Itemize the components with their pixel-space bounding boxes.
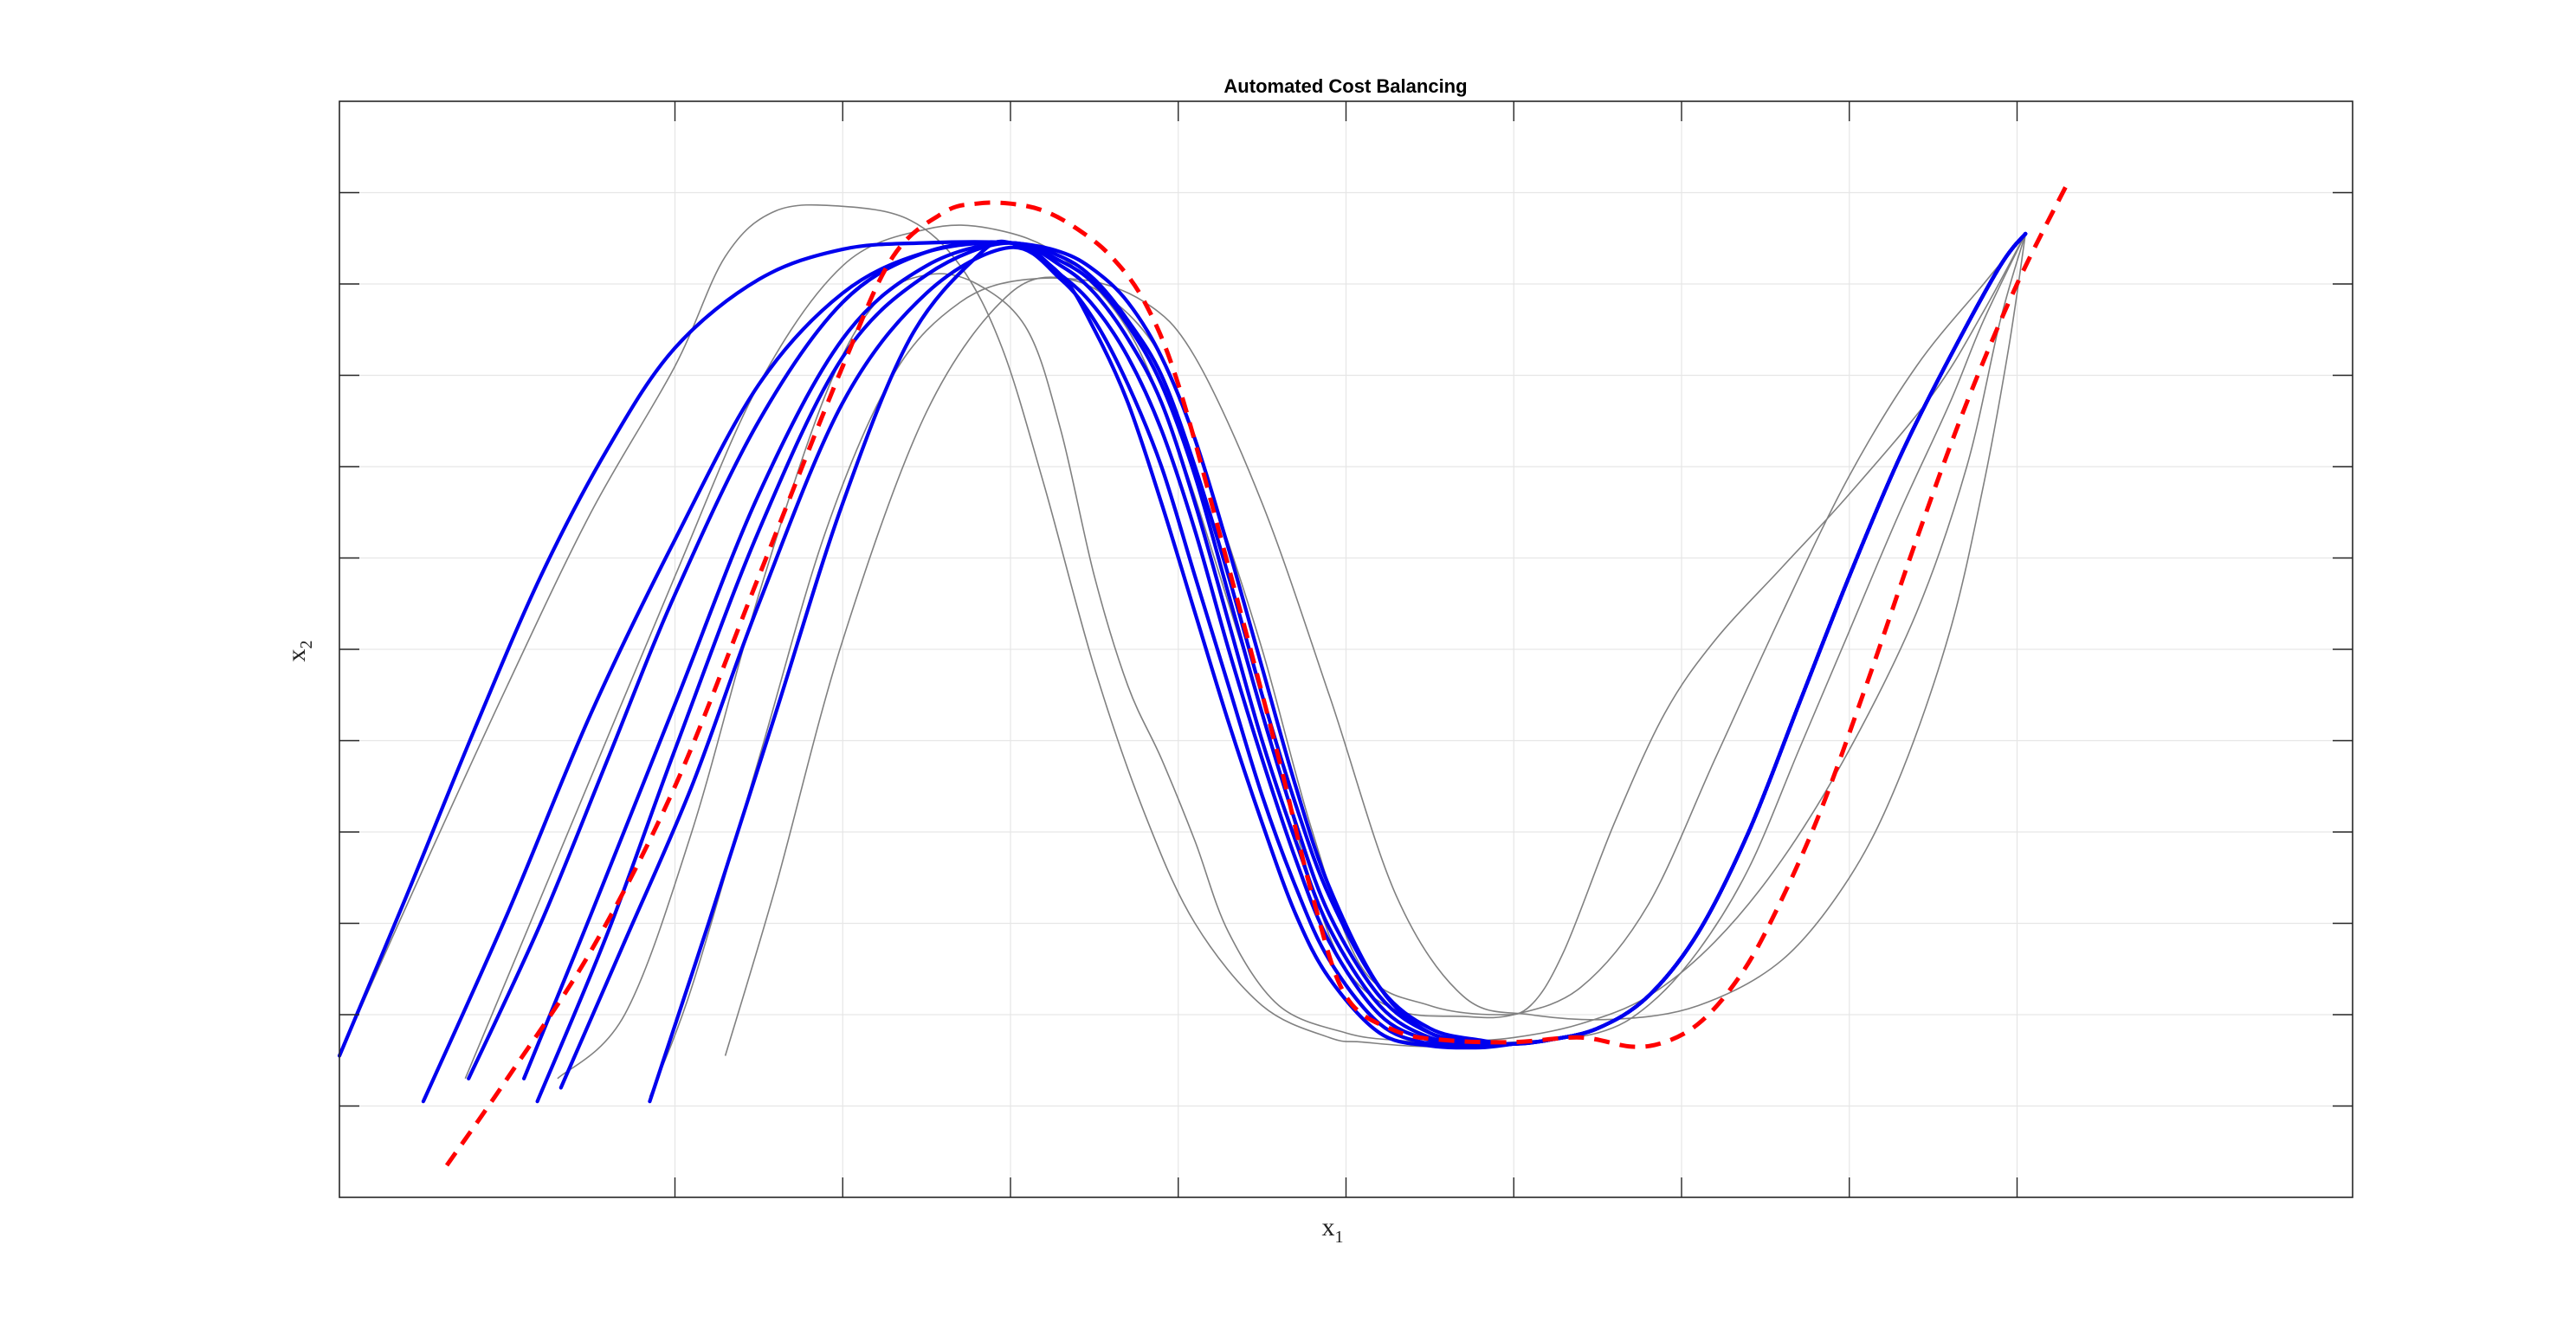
y-axis-label-subscript: 2 [297,641,316,649]
y-axis-label-base: x [282,649,311,662]
reference-trajectory [444,182,2069,1167]
x-axis-label: x1 [1322,1213,1344,1247]
plot-area [337,182,2069,1167]
optimized-trajectory-6 [648,231,2028,1104]
x-axis-label-subscript: 1 [1335,1228,1344,1247]
initial-trajectory-4 [724,233,2026,1056]
axes-box [339,100,2353,1198]
y-axis-label: x2 [282,641,316,662]
axis-ticks [339,101,2353,1197]
initial-trajectory-3 [649,233,2026,1098]
chart-title: Automated Cost Balancing [1223,75,1467,97]
x-axis-label-base: x [1322,1213,1335,1241]
initial-trajectory-2 [557,233,2026,1080]
initial-trajectory-0 [339,203,2026,1056]
